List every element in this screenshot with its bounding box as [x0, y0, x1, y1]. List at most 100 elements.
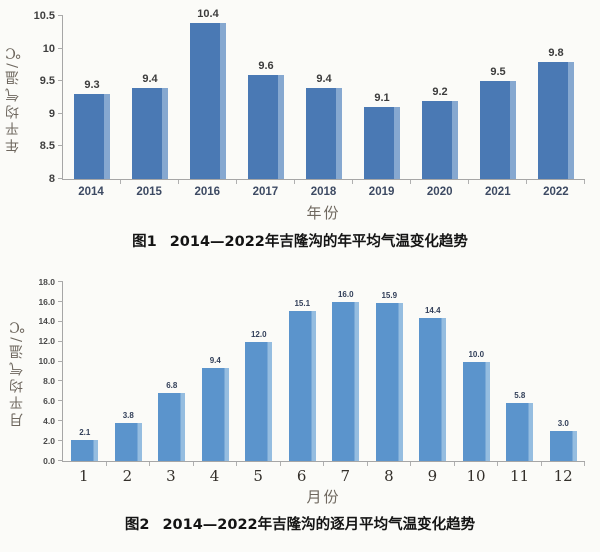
- x-tick-mark: [237, 462, 281, 466]
- bar-value-label: 14.4: [424, 305, 441, 315]
- bar-2017: [248, 74, 284, 179]
- bar-6: [288, 310, 316, 461]
- x-tick-mark: [469, 180, 527, 184]
- x-tick-mark: [455, 462, 498, 466]
- y-tick-label: 10.5: [33, 10, 55, 23]
- bar-slot: 16.0: [324, 282, 368, 461]
- bar-slot: 9.4: [121, 16, 179, 179]
- bar-value-label: 10.0: [468, 349, 485, 359]
- y-tick-mark: [58, 300, 63, 302]
- y-tick-label: 2.0: [43, 435, 55, 446]
- bar-slot: 3.0: [542, 282, 586, 461]
- bar-12: [549, 431, 577, 461]
- figure-page: 年平均气温/℃ 9.3 9.4 10.4 9.6 9.4 9.1 9.2 9.5 9.8 8 8.…: [0, 8, 600, 552]
- x-tick-mark: [179, 180, 237, 184]
- x-tick-mark: [368, 462, 411, 466]
- x-tick-mark: [411, 462, 455, 466]
- x-tick-label: 2021: [485, 186, 511, 198]
- bar-value-label: 3.8: [122, 411, 134, 421]
- x-tick-label: 2015: [136, 186, 162, 198]
- y-tick-label: 8: [48, 173, 55, 186]
- bar-slot: 9.2: [411, 16, 469, 179]
- bar-2022: [538, 61, 574, 179]
- y-tick-mark: [58, 340, 63, 342]
- bar-2021: [480, 81, 516, 179]
- bar-value-label: 9.6: [258, 59, 274, 72]
- x-tick-label: 2022: [543, 186, 569, 198]
- x-tick-mark: [281, 462, 324, 466]
- annual-avg-temp-chart: 年平均气温/℃ 9.3 9.4 10.4 9.6 9.4 9.1 9.2 9.5 9.8 8 8.…: [0, 8, 600, 250]
- bar-value-label: 16.0: [337, 289, 354, 299]
- y-tick-mark: [58, 380, 63, 382]
- x-tick-mark: [411, 180, 469, 184]
- y-tick-label: 16.0: [38, 296, 55, 307]
- x-tick-mark: [150, 462, 194, 466]
- x-tick-label: 5: [253, 467, 263, 485]
- annual-y-axis-title: 年平均气温/℃: [5, 41, 21, 154]
- bar-value-label: 9.4: [209, 355, 221, 365]
- y-tick-mark: [58, 15, 63, 16]
- bar-2020: [422, 100, 458, 179]
- x-tick-label: 11: [510, 467, 530, 485]
- bar-value-label: 9.4: [142, 72, 158, 85]
- annual-x-axis-title: 年份: [306, 204, 341, 222]
- y-tick-label: 9: [48, 107, 55, 120]
- bar-value-label: 6.8: [166, 381, 178, 391]
- x-tick-mark: [353, 180, 411, 184]
- figure2-number: 图2: [124, 517, 150, 533]
- figure1-number: 图1: [132, 234, 157, 250]
- bar-slot: 9.5: [469, 16, 527, 179]
- x-tick-label: 2017: [252, 186, 279, 198]
- y-tick-mark: [58, 400, 63, 402]
- monthly-y-axis-title: 月平均气温/℃: [9, 315, 25, 428]
- x-tick-mark: [498, 462, 542, 466]
- y-tick-mark: [58, 420, 63, 422]
- bar-2016: [190, 22, 226, 179]
- y-tick-mark: [58, 460, 63, 461]
- bar-slot: 15.9: [368, 282, 412, 461]
- bar-value-label: 3.0: [557, 419, 569, 429]
- y-tick-mark: [58, 360, 63, 362]
- bar-2019: [364, 107, 400, 179]
- x-tick-mark: [121, 180, 179, 184]
- annual-x-tick-marks: [63, 180, 585, 184]
- bar-11: [506, 403, 534, 461]
- bar-slot: 3.8: [107, 282, 151, 461]
- bar-slot: 9.8: [527, 16, 585, 179]
- x-tick-label: 2018: [310, 186, 337, 198]
- bar-1: [71, 440, 99, 461]
- annual-bars-container: 9.3 9.4 10.4 9.6 9.4 9.1 9.2 9.5 9.8: [63, 8, 585, 179]
- y-tick-label: 8.0: [43, 376, 55, 387]
- y-tick-mark: [58, 145, 63, 147]
- x-tick-mark: [542, 462, 585, 466]
- bar-slot: 5.8: [498, 282, 542, 461]
- x-tick-label: 2016: [194, 186, 221, 198]
- bar-2014: [74, 94, 110, 179]
- bar-value-label: 9.1: [374, 92, 390, 105]
- x-tick-label: 4: [209, 467, 220, 485]
- y-tick-label: 8.5: [39, 140, 55, 153]
- y-tick-mark: [58, 112, 63, 114]
- bar-3: [158, 393, 186, 461]
- y-tick-mark: [58, 80, 63, 82]
- x-tick-mark: [324, 462, 368, 466]
- x-tick-mark: [527, 180, 585, 184]
- y-tick-mark: [58, 320, 63, 322]
- bar-slot: 9.6: [237, 16, 295, 179]
- monthly-x-tick-labels: 1 2 3 4 5 6 7 8 9 10 11 12: [62, 467, 585, 486]
- bar-10: [462, 361, 490, 461]
- figure1-caption: 图1 2014—2022年吉隆沟的年平均气温变化趋势: [0, 230, 600, 250]
- bar-slot: 15.1: [281, 282, 325, 461]
- bar-slot: 14.4: [411, 282, 455, 461]
- x-tick-label: 12: [553, 467, 573, 485]
- bar-7: [332, 301, 360, 461]
- bar-slot: 9.4: [194, 282, 238, 461]
- bar-value-label: 15.9: [381, 290, 398, 300]
- x-tick-label: 2019: [368, 186, 395, 198]
- y-tick-mark: [58, 178, 63, 179]
- x-tick-label: 2014: [78, 186, 104, 198]
- bar-value-label: 12.0: [250, 329, 267, 339]
- y-tick-label: 4.0: [43, 415, 55, 426]
- x-tick-label: 10: [466, 467, 486, 485]
- bar-9: [419, 317, 447, 461]
